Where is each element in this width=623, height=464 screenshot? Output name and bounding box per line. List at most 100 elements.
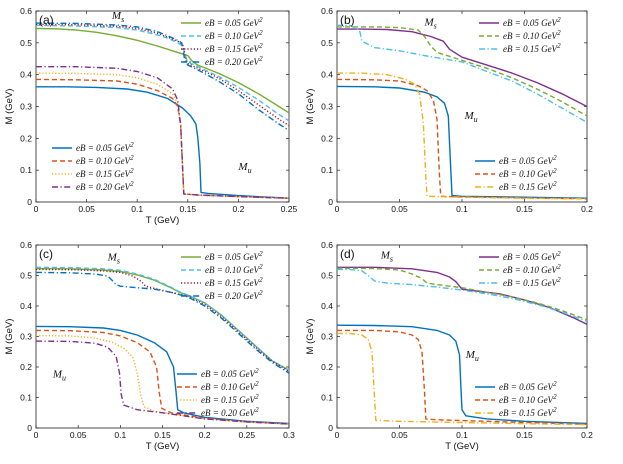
series-line bbox=[337, 324, 587, 425]
legend-label: eB = 0.10 GeV2 bbox=[76, 154, 134, 166]
x-tick-label: 0.2 bbox=[199, 430, 211, 440]
series-line bbox=[337, 268, 587, 322]
legend-label: eB = 0.15 GeV2 bbox=[201, 393, 259, 405]
x-tick-label: 0.15 bbox=[180, 204, 197, 214]
x-tick-label: 0 bbox=[34, 430, 39, 440]
legend-label: eB = 0.20 GeV2 bbox=[205, 55, 263, 67]
x-tick-label: 0 bbox=[34, 204, 39, 214]
y-tick-label: 0.3 bbox=[321, 332, 333, 342]
y-axis-label: M (GeV) bbox=[305, 89, 316, 125]
curve-annotation: Ms bbox=[111, 10, 124, 24]
x-axis-label: T (GeV) bbox=[146, 441, 180, 452]
series-line bbox=[36, 22, 289, 131]
y-tick-label: 0.4 bbox=[321, 301, 333, 311]
y-tick-label: 0.4 bbox=[20, 301, 32, 311]
y-tick-label: 0 bbox=[328, 423, 333, 433]
legend-label: eB = 0.05 GeV2 bbox=[503, 250, 561, 262]
legend-label: eB = 0.05 GeV2 bbox=[201, 367, 259, 379]
x-tick-label: 0.1 bbox=[131, 204, 143, 214]
series-line bbox=[337, 266, 587, 325]
x-axis-label: T (GeV) bbox=[146, 215, 180, 226]
y-tick-label: 0.2 bbox=[321, 362, 333, 372]
legend-label: eB = 0.20 GeV2 bbox=[205, 289, 263, 301]
y-tick-label: 0.6 bbox=[321, 6, 333, 16]
y-tick-label: 0.4 bbox=[321, 70, 333, 80]
x-tick-label: 0.15 bbox=[516, 430, 533, 440]
legend-label: eB = 0.10 GeV2 bbox=[205, 29, 263, 41]
legend-label: eB = 0.10 GeV2 bbox=[499, 167, 557, 179]
y-tick-label: 0.1 bbox=[20, 393, 32, 403]
plot-area-frame bbox=[35, 10, 290, 203]
series-line bbox=[337, 332, 587, 426]
legend-label: eB = 0.15 GeV2 bbox=[503, 42, 561, 54]
curve-annotation: Ms bbox=[380, 250, 393, 264]
x-tick-label: 0.1 bbox=[456, 204, 468, 214]
series-line bbox=[36, 325, 289, 425]
legend-label: eB = 0.05 GeV2 bbox=[76, 141, 134, 153]
panel-label: (c) bbox=[39, 247, 53, 261]
series-line bbox=[36, 23, 289, 127]
series-line bbox=[36, 86, 289, 199]
chart-panel: 0 0.05 0.1 0.15 0.2 0 0.1 0.2 0.3 0.4 0.5 0.6 M (GeV… bbox=[305, 240, 593, 452]
series-group bbox=[337, 266, 587, 426]
x-tick-label: 0 bbox=[335, 204, 340, 214]
panel-label: (d) bbox=[340, 247, 355, 261]
y-tick-label: 0.2 bbox=[20, 133, 32, 143]
series-line bbox=[337, 85, 587, 199]
legend-label: eB = 0.05 GeV2 bbox=[205, 250, 263, 262]
x-tick-label: 0.2 bbox=[581, 430, 593, 440]
curve-annotation: Mu bbox=[237, 161, 251, 175]
legend-label: eB = 0.05 GeV2 bbox=[205, 16, 263, 28]
series-line bbox=[337, 78, 587, 200]
series-line bbox=[337, 26, 587, 117]
x-tick-label: 0.25 bbox=[281, 204, 298, 214]
legend-label: eB = 0.05 GeV2 bbox=[503, 16, 561, 28]
y-tick-label: 0.5 bbox=[321, 38, 333, 48]
y-tick-label: 0.2 bbox=[321, 133, 333, 143]
y-tick-label: 0.6 bbox=[20, 6, 32, 16]
y-tick-label: 0.3 bbox=[20, 102, 32, 112]
y-tick-label: 0.5 bbox=[321, 271, 333, 281]
y-axis-label: M (GeV) bbox=[4, 89, 15, 125]
series-line bbox=[36, 329, 289, 425]
curve-annotation: Ms bbox=[107, 251, 120, 265]
series-group bbox=[36, 266, 289, 425]
y-tick-label: 0.2 bbox=[20, 362, 32, 372]
curve-annotation: Mu bbox=[465, 349, 479, 363]
y-tick-label: 0.1 bbox=[20, 165, 32, 175]
y-tick-label: 0 bbox=[27, 197, 32, 207]
series-line bbox=[36, 334, 289, 425]
y-tick-label: 0.6 bbox=[20, 240, 32, 250]
legend-label: eB = 0.20 GeV2 bbox=[201, 406, 259, 418]
legend-label: eB = 0.15 GeV2 bbox=[499, 406, 557, 418]
legend-label: eB = 0.05 GeV2 bbox=[499, 154, 557, 166]
x-tick-label: 0.1 bbox=[114, 430, 126, 440]
x-tick-label: 0.05 bbox=[391, 204, 408, 214]
y-tick-label: 0.1 bbox=[321, 165, 333, 175]
legend-label: eB = 0.10 GeV2 bbox=[503, 29, 561, 41]
plot-area-frame bbox=[336, 10, 588, 203]
y-tick-label: 0 bbox=[328, 197, 333, 207]
x-tick-label: 0.2 bbox=[581, 204, 593, 214]
legend-label: eB = 0.10 GeV2 bbox=[201, 380, 259, 392]
series-line bbox=[36, 27, 289, 114]
chart-panel: 0 0.05 0.1 0.15 0.2 0.25 0.3 0 0.1 0.2 0.3 0.4 0.5 0.… bbox=[4, 240, 295, 452]
series-line bbox=[36, 66, 289, 199]
legend-label: eB = 0.15 GeV2 bbox=[205, 42, 263, 54]
legend-label: eB = 0.10 GeV2 bbox=[503, 263, 561, 275]
legend-label: eB = 0.20 GeV2 bbox=[76, 180, 134, 192]
x-axis-label: T (GeV) bbox=[445, 441, 479, 452]
x-tick-label: 0.25 bbox=[239, 430, 256, 440]
y-axis-label: M (GeV) bbox=[4, 319, 15, 355]
y-tick-label: 0.5 bbox=[20, 271, 32, 281]
y-tick-label: 0.4 bbox=[20, 70, 32, 80]
chart-panel: 0 0.05 0.1 0.15 0.2 0.25 0 0.1 0.2 0.3 0.4 0.5 0.6 M … bbox=[4, 6, 298, 226]
x-tick-label: 0.15 bbox=[516, 204, 533, 214]
